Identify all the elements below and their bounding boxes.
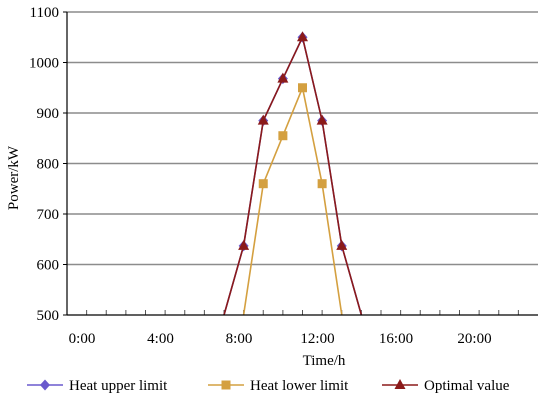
series-line-2 — [223, 34, 363, 316]
grid-lines — [67, 11, 538, 266]
y-tick-label-4: 900 — [37, 106, 60, 122]
series-line-1 — [242, 85, 343, 316]
legend-label-2: Optimal value — [424, 378, 510, 394]
series-0 — [223, 31, 363, 316]
y-tick-label-2: 700 — [37, 207, 60, 223]
data-point-2-2 — [257, 114, 269, 125]
legend-item-2: Optimal value — [382, 378, 510, 394]
data-point-1-4 — [317, 179, 327, 189]
x-tick-labels: 0:00 4:00 8:00 12:00 16:00 20:00 — [69, 331, 492, 347]
x-tick-label-1: 4:00 — [147, 331, 174, 347]
y-tick-label-3: 800 — [37, 157, 60, 173]
data-point-1-1 — [258, 179, 268, 189]
x-tick-label-2: 8:00 — [226, 331, 253, 347]
y-tick-label-0: 500 — [37, 308, 60, 324]
data-point-2-4 — [297, 31, 308, 42]
legend-swatch-marker-0 — [40, 379, 50, 391]
y-axis-label: Power/kW — [6, 145, 22, 210]
legend-swatch-marker-1 — [221, 380, 231, 390]
x-tick-label-3: 12:00 — [300, 331, 334, 347]
series-2 — [223, 31, 363, 316]
x-tick-label-5: 20:00 — [457, 331, 491, 347]
y-tick-label-5: 1000 — [29, 56, 59, 72]
axes — [63, 11, 538, 316]
y-tick-label-6: 1100 — [30, 5, 59, 21]
y-tick-labels: 500 600 700 800 900 1000 1100 — [29, 5, 59, 324]
legend-item-0: Heat upper limit — [27, 378, 168, 394]
x-tick-label-4: 16:00 — [379, 331, 413, 347]
x-axis-label: Time/h — [303, 353, 346, 369]
x-minor-ticks — [86, 310, 519, 315]
legend-label-1: Heat lower limit — [250, 378, 349, 394]
series-layer — [223, 31, 363, 316]
legend-item-1: Heat lower limit — [208, 378, 349, 394]
data-point-2-5 — [316, 114, 328, 125]
x-tick-label-0: 0:00 — [69, 331, 96, 347]
series-line-0 — [223, 34, 363, 316]
y-tick-label-1: 600 — [37, 258, 60, 274]
data-point-2-1 — [238, 239, 250, 250]
data-point-1-3 — [298, 83, 307, 93]
legend: Heat upper limit Heat lower limit Optimal … — [27, 378, 510, 394]
data-point-1-2 — [278, 131, 288, 141]
data-point-2-3 — [277, 72, 289, 83]
series-1 — [242, 83, 343, 316]
legend-label-0: Heat upper limit — [69, 378, 168, 394]
data-point-2-6 — [336, 239, 348, 250]
legend-swatch-marker-2 — [394, 379, 406, 389]
